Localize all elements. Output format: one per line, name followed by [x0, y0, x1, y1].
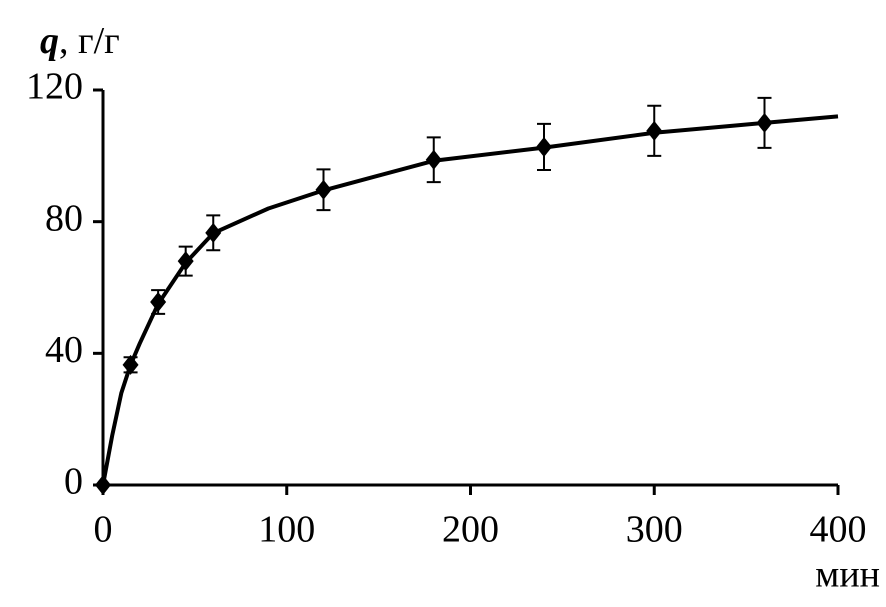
fit-curve — [101, 114, 839, 486]
x-tick-label: 0 — [94, 509, 113, 551]
data-point — [205, 222, 222, 243]
data-point — [177, 251, 194, 272]
data-point — [646, 120, 663, 141]
data-point — [536, 136, 552, 157]
y-tick-label: 80 — [45, 197, 83, 239]
x-tick-label: 100 — [258, 509, 315, 551]
data-point — [756, 112, 773, 133]
y-label-symbol: q — [40, 20, 59, 62]
x-tick-label: 300 — [626, 509, 683, 551]
y-tick-label: 40 — [45, 329, 83, 371]
x-tick-label: 200 — [442, 509, 499, 551]
data-point — [122, 354, 139, 375]
y-axis-label: q, г/г — [40, 20, 120, 62]
y-label-unit: , г/г — [59, 20, 120, 62]
data-point — [425, 149, 442, 170]
data-point — [315, 179, 332, 200]
data-point — [95, 475, 111, 495]
y-tick-label: 120 — [26, 66, 83, 108]
y-tick-label: 0 — [64, 461, 83, 503]
data-point — [150, 291, 167, 312]
x-axis-label: мин — [815, 554, 880, 596]
x-tick-label: 400 — [810, 509, 867, 551]
